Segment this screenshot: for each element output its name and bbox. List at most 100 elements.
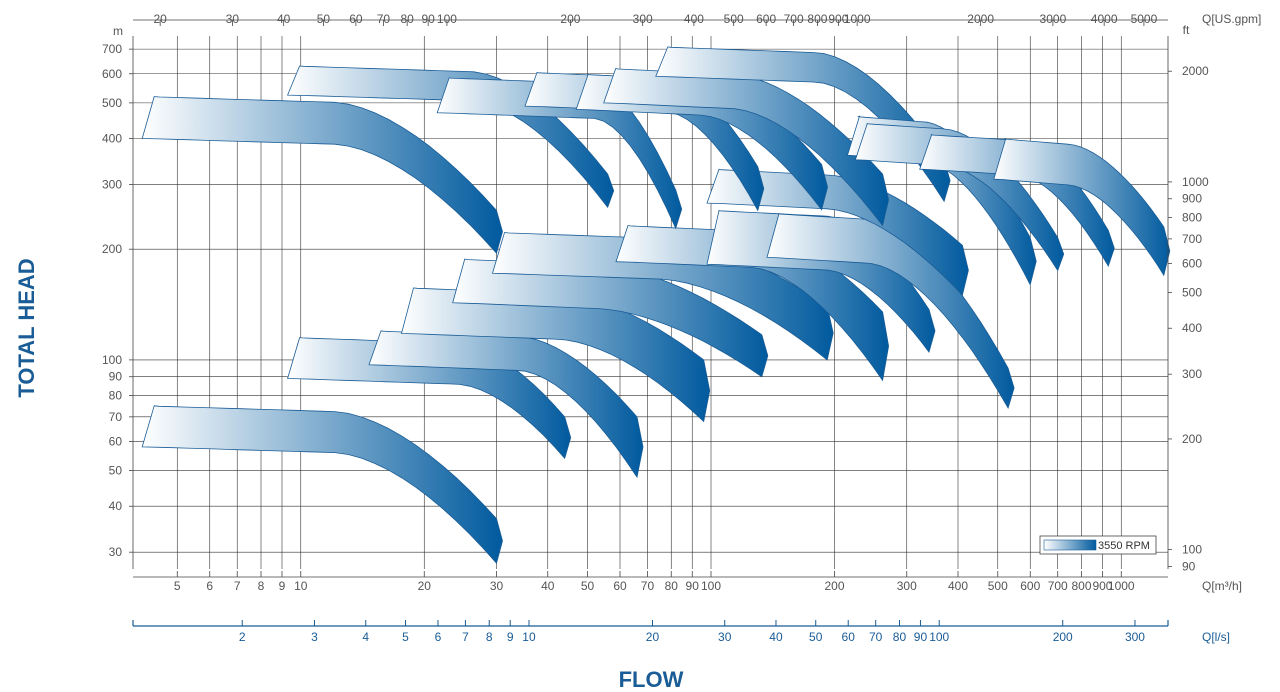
x-tick-label: 80	[665, 579, 679, 593]
y-tick-label: 300	[102, 177, 122, 191]
lps-tick-label: 3	[311, 630, 318, 644]
x-tick-label: 700	[1048, 579, 1068, 593]
x-tick-label: 500	[988, 579, 1008, 593]
lps-tick-label: 200	[1053, 630, 1073, 644]
top-tick-label: 5000	[1131, 12, 1158, 26]
lps-tick-label: 20	[646, 630, 660, 644]
x-tick-label: 60	[613, 579, 627, 593]
top-tick-label: 200	[560, 12, 580, 26]
lps-tick-label: 6	[435, 630, 442, 644]
lps-tick-label: 4	[362, 630, 369, 644]
right-tick-label: 600	[1182, 256, 1202, 270]
top-tick-label: 3000	[1040, 12, 1067, 26]
top-tick-label: 4000	[1091, 12, 1118, 26]
right-tick-label: 500	[1182, 286, 1202, 300]
right-tick-label: 2000	[1182, 64, 1209, 78]
lps-tick-label: 100	[929, 630, 949, 644]
x-tick-label: 400	[948, 579, 968, 593]
y-tick-label: 700	[102, 42, 122, 56]
y-tick-label: 200	[102, 242, 122, 256]
lps-unit-label: Q[l/s]	[1202, 630, 1230, 644]
lps-tick-label: 90	[914, 630, 928, 644]
right-tick-label: 100	[1182, 543, 1202, 557]
y-axis-title: TOTAL HEAD	[14, 258, 39, 397]
pump-curve	[655, 46, 951, 203]
right-tick-label: 400	[1182, 321, 1202, 335]
lps-tick-label: 10	[522, 630, 536, 644]
x-tick-label: 40	[541, 579, 555, 593]
lps-tick-label: 2	[239, 630, 246, 644]
x-tick-label: 10	[294, 579, 308, 593]
right-tick-label: 700	[1182, 232, 1202, 246]
x-tick-label: 50	[581, 579, 595, 593]
x-unit-label: Q[m³/h]	[1202, 579, 1242, 593]
top-tick-label: 400	[684, 12, 704, 26]
lps-tick-label: 40	[769, 630, 783, 644]
top-tick-label: 70	[377, 12, 391, 26]
top-tick-label: 900	[828, 12, 848, 26]
x-tick-label: 900	[1092, 579, 1112, 593]
lps-tick-label: 8	[486, 630, 493, 644]
top-tick-label: 30	[226, 12, 240, 26]
top-tick-label: 80	[400, 12, 414, 26]
lps-tick-label: 300	[1125, 630, 1145, 644]
right-tick-label: 300	[1182, 367, 1202, 381]
top-unit-label: Q[US.gpm]	[1202, 12, 1261, 26]
x-tick-label: 600	[1020, 579, 1040, 593]
pump-curve	[766, 213, 1015, 409]
legend: 3550 RPM	[1039, 535, 1157, 555]
x-tick-label: 5	[174, 579, 181, 593]
y-tick-label: 400	[102, 132, 122, 146]
y-tick-label: 100	[102, 353, 122, 367]
pump-curve	[141, 96, 503, 255]
top-tick-label: 700	[784, 12, 804, 26]
x-tick-label: 70	[641, 579, 655, 593]
top-tick-label: 50	[317, 12, 331, 26]
pump-curve	[919, 133, 1115, 267]
lps-tick-label: 30	[718, 630, 732, 644]
x-tick-label: 30	[490, 579, 504, 593]
top-tick-label: 300	[633, 12, 653, 26]
pump-curve	[993, 137, 1171, 277]
lps-tick-label: 80	[893, 630, 907, 644]
legend-label: 3550 RPM	[1098, 540, 1150, 552]
x-tick-label: 300	[897, 579, 917, 593]
y-tick-label: 90	[109, 370, 123, 384]
top-tick-label: 100	[437, 12, 457, 26]
top-tick-label: 20	[153, 12, 167, 26]
x-tick-label: 1000	[1108, 579, 1135, 593]
y-tick-label: 70	[109, 410, 123, 424]
x-tick-label: 200	[824, 579, 844, 593]
right-tick-label: 90	[1182, 559, 1196, 573]
x-tick-label: 6	[206, 579, 213, 593]
top-tick-label: 40	[277, 12, 291, 26]
y-tick-label: 30	[109, 545, 123, 559]
y-tick-label: 600	[102, 67, 122, 81]
x-tick-label: 800	[1071, 579, 1091, 593]
lps-tick-label: 70	[869, 630, 883, 644]
y-tick-label: 500	[102, 96, 122, 110]
x-tick-label: 100	[701, 579, 721, 593]
top-tick-label: 800	[807, 12, 827, 26]
x-tick-label: 20	[418, 579, 432, 593]
pump-curve	[141, 405, 503, 565]
top-tick-label: 600	[756, 12, 776, 26]
top-tick-label: 60	[349, 12, 363, 26]
y-tick-label: 80	[109, 389, 123, 403]
top-tick-label: 500	[724, 12, 744, 26]
right-tick-label: 800	[1182, 211, 1202, 225]
curve-group	[141, 46, 1171, 565]
lps-tick-label: 7	[462, 630, 469, 644]
x-tick-label: 9	[279, 579, 286, 593]
x-tick-label: 90	[686, 579, 700, 593]
lps-tick-label: 60	[842, 630, 856, 644]
right-unit-label: ft	[1183, 23, 1190, 37]
legend-swatch	[1043, 539, 1097, 551]
x-axis-title: FLOW	[619, 667, 684, 692]
lps-tick-label: 9	[507, 630, 514, 644]
y-tick-label: 40	[109, 499, 123, 513]
right-tick-label: 200	[1182, 432, 1202, 446]
top-tick-label: 1000	[844, 12, 871, 26]
pump-curve	[436, 77, 683, 230]
